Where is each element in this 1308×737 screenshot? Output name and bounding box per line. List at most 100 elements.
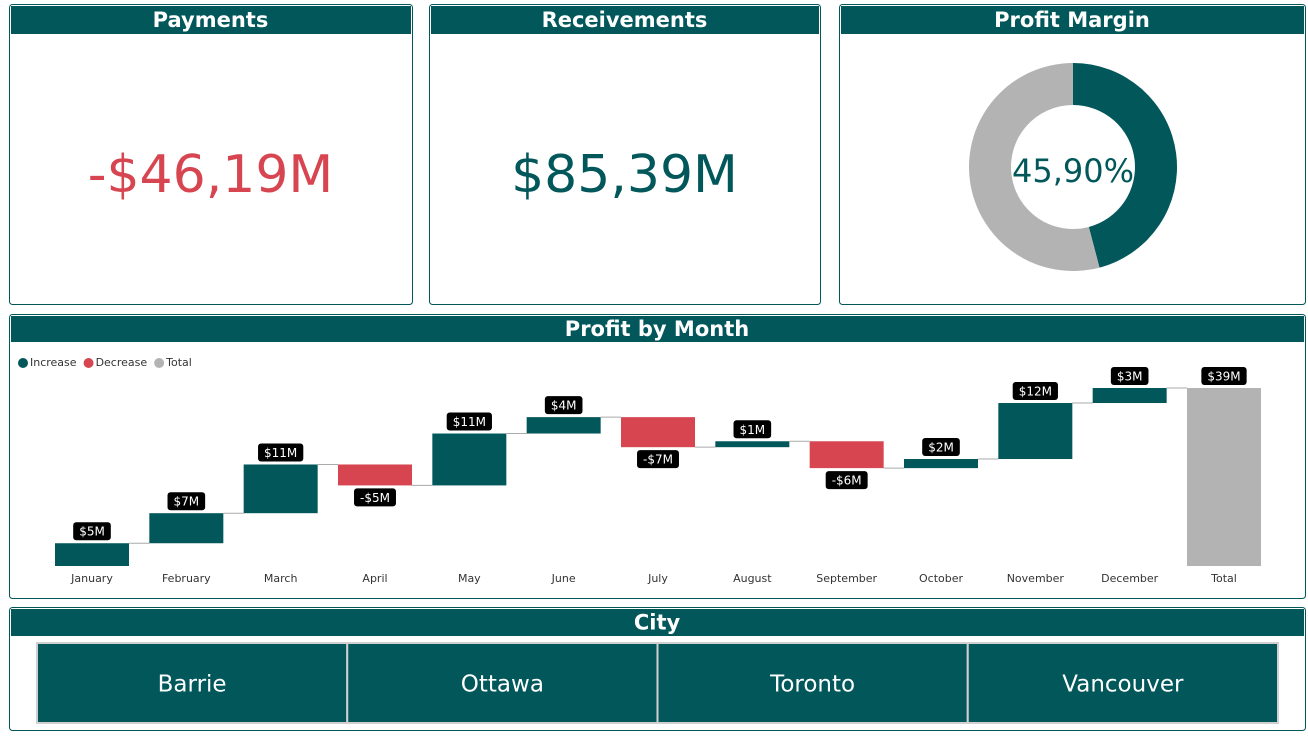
data-label-box [825, 471, 868, 490]
data-label-text: $2M [928, 441, 954, 455]
legend-label: Increase [30, 356, 77, 369]
data-label-text: $5M [79, 525, 105, 539]
x-tick-label: Total [1210, 572, 1237, 585]
data-label: $3M [1110, 367, 1149, 385]
data-label: $11M [446, 412, 492, 431]
data-label: $39M [1201, 367, 1247, 385]
panel [9, 4, 413, 305]
data-label-box [544, 396, 583, 415]
data-label: $12M [1012, 382, 1058, 401]
x-tick-label: February [162, 572, 211, 585]
data-label-box [733, 420, 772, 439]
panel-header [841, 6, 1304, 34]
x-tick-label: September [816, 572, 877, 585]
legend-label: Total [165, 356, 192, 369]
waterfall-bar [243, 464, 318, 514]
panel-title: Payments [153, 8, 269, 32]
waterfall-bar [809, 441, 884, 469]
x-tick-label: March [264, 572, 298, 585]
data-label: $11M [258, 443, 304, 462]
data-label-text: -$7M [643, 453, 673, 467]
data-label-box [354, 488, 396, 507]
waterfall-bar [904, 459, 978, 469]
slicer-button-label[interactable]: Ottawa [461, 672, 544, 698]
slicer-button[interactable]: Ottawa [346, 642, 659, 724]
data-label-box [167, 492, 206, 511]
data-label: -$6M [825, 471, 868, 490]
data-label-box [1110, 367, 1149, 385]
x-tick-label: May [458, 572, 481, 585]
panel [429, 4, 821, 305]
legend-marker [83, 358, 94, 368]
panel-header [11, 316, 1304, 342]
waterfall-bar [1092, 388, 1167, 404]
legend-marker [154, 358, 165, 368]
data-label: $4M [544, 396, 583, 415]
data-label: $5M [73, 522, 111, 541]
data-label-box [637, 450, 679, 469]
panel-title: Profit by Month [565, 317, 749, 341]
panel [839, 4, 1306, 305]
slicer-button[interactable]: Barrie [36, 642, 349, 724]
slicer-button-label[interactable]: Vancouver [1062, 672, 1184, 698]
waterfall-bar [149, 513, 224, 544]
slicer-button-bg[interactable] [966, 642, 1279, 724]
legend-label: Decrease [96, 356, 148, 369]
waterfall-bar [432, 433, 507, 486]
data-label: $7M [167, 492, 206, 511]
data-label-text: $12M [1019, 385, 1052, 399]
waterfall-bar [621, 417, 695, 448]
waterfall-bar [338, 464, 412, 486]
data-label-text: -$5M [360, 491, 390, 505]
slicer-button-bg[interactable] [36, 642, 349, 724]
data-label-box [258, 443, 304, 462]
data-label-text: $11M [453, 415, 486, 429]
donut-slice [969, 63, 1100, 271]
panel-header [11, 609, 1304, 636]
slicer-button[interactable]: Vancouver [966, 642, 1279, 724]
panel-title: Receivements [542, 8, 708, 32]
data-label: $1M [733, 420, 772, 439]
panel-title: City [634, 611, 681, 635]
x-tick-label: July [647, 572, 668, 585]
kpi-value: $85,39M [511, 145, 738, 205]
data-label-box [1201, 367, 1247, 385]
waterfall-bar [55, 543, 129, 566]
data-label-box [1012, 382, 1058, 401]
x-tick-label: December [1101, 572, 1159, 585]
waterfall-bar [1187, 388, 1261, 566]
waterfall-bar [998, 403, 1073, 460]
data-label-text: $11M [264, 446, 297, 460]
data-label-box [922, 438, 960, 457]
donut-slice [1073, 63, 1178, 268]
data-label-text: $39M [1207, 370, 1240, 384]
x-tick-label: April [362, 572, 387, 585]
data-label: $2M [922, 438, 960, 457]
x-tick-label: June [551, 572, 576, 585]
slicer-button-bg[interactable] [346, 642, 659, 724]
panel-title: Profit Margin [994, 8, 1150, 32]
slicer-button-bg[interactable] [656, 642, 969, 724]
data-label-text: -$6M [832, 474, 862, 488]
slicer-button-label[interactable]: Toronto [769, 672, 855, 698]
x-tick-label: January [70, 572, 113, 585]
x-tick-label: October [919, 572, 963, 585]
data-label: -$7M [637, 450, 679, 469]
slicer-button[interactable]: Toronto [656, 642, 969, 724]
waterfall-bar [526, 417, 601, 434]
slicer-button-label[interactable]: Barrie [158, 672, 227, 698]
panel-header [11, 6, 411, 34]
data-label-text: $7M [174, 495, 200, 509]
x-tick-label: November [1007, 572, 1065, 585]
data-label: -$5M [354, 488, 396, 507]
data-label-text: $4M [551, 399, 577, 413]
data-label-text: $3M [1117, 370, 1143, 384]
legend-marker [18, 358, 28, 368]
x-tick-label: August [733, 572, 772, 585]
waterfall-bar [715, 441, 790, 448]
data-label-box [446, 412, 492, 431]
donut-center-label: 45,90% [1012, 152, 1134, 190]
data-label-box [73, 522, 111, 541]
